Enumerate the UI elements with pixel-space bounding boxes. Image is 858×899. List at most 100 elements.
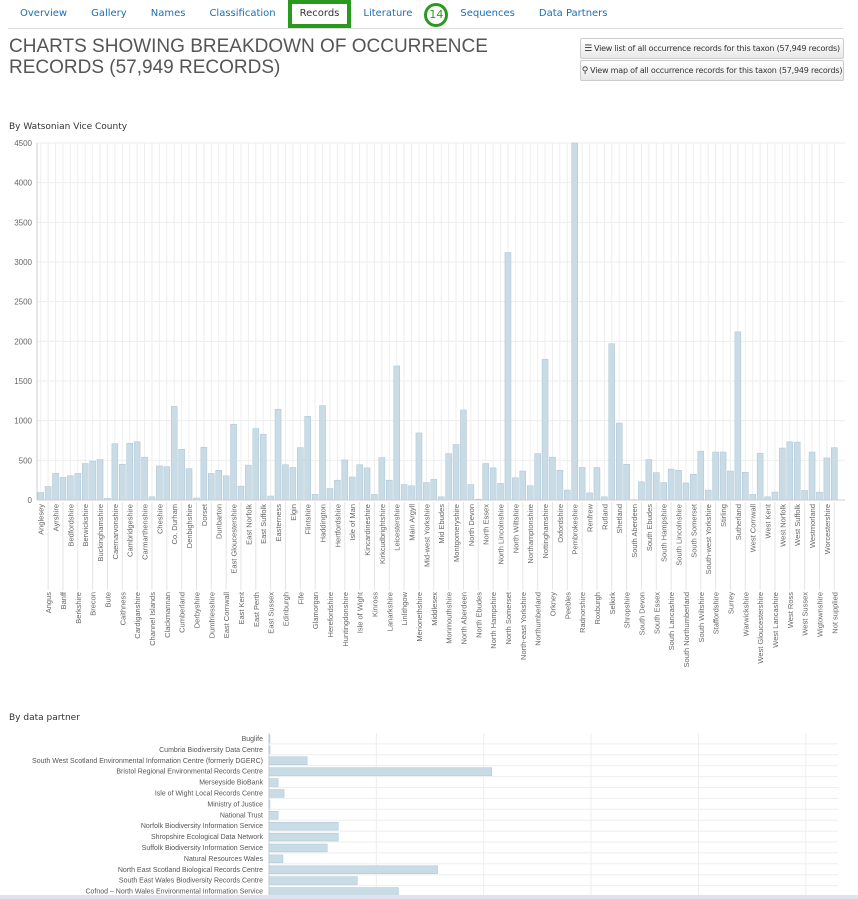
tab-data-partners[interactable]: Data Partners — [538, 8, 608, 19]
x-tick-label: North Hampshire — [489, 592, 498, 649]
y-tick-label: 0 — [28, 496, 33, 505]
x-tick-label: Glamorgan — [311, 592, 320, 629]
x-tick-label: North Wiltshire — [511, 504, 520, 553]
x-tick-label: Northamptonshire — [526, 504, 535, 564]
x-tick-label: West Ross — [786, 592, 795, 628]
category-label: Norfolk Biodiversity Information Service — [141, 823, 263, 830]
x-tick-label: Montgomeryshire — [452, 504, 461, 562]
vice-county-chart-title: By Watsonian Vice County — [9, 122, 128, 132]
x-tick-label: South Essex — [652, 592, 661, 634]
bar — [268, 756, 308, 765]
x-tick-label: North Somerset — [504, 591, 513, 644]
x-tick-label: Berkshire — [74, 592, 83, 624]
category-label: South East Wales Biodiversity Records Ce… — [119, 878, 263, 885]
x-tick-label: Wigtownshire — [815, 592, 824, 637]
x-tick-label: Shetland — [615, 504, 624, 534]
x-tick-label: Surrey — [726, 592, 735, 614]
category-label: Ministry of Justice — [207, 801, 263, 808]
x-tick-label: South Wiltshire — [697, 592, 706, 642]
list-icon: ☰ — [584, 43, 592, 54]
vice-county-chart: 0 500 1000 1500 2000 2500 3000 3500 4000 4500 Angl… — [14, 139, 845, 667]
x-tick-label: South Lancashire — [667, 592, 676, 650]
category-label: Bristol Regional Environmental Records C… — [116, 769, 263, 776]
x-tick-label: Main Argyll — [408, 504, 417, 541]
x-tick-label: Flintshire — [304, 504, 313, 534]
x-tick-label: Staffordshire — [712, 592, 721, 634]
y-tick-label: 3500 — [14, 218, 32, 227]
x-tick-label: East Gloucestershire — [230, 504, 239, 574]
category-label: Buglife — [242, 736, 264, 743]
x-tick-label: West Suffolk — [793, 504, 802, 546]
view-list-button[interactable]: ☰ View list of all occurrence records fo… — [580, 38, 844, 59]
x-tick-label: Isle of Man — [348, 504, 357, 541]
x-tick-label: Ayrshire — [52, 504, 61, 531]
x-tick-label: Monmouthshire — [445, 592, 454, 644]
bar — [268, 865, 438, 874]
x-tick-label: North Essex — [482, 504, 491, 545]
x-tick-label: Kinross — [370, 592, 379, 617]
x-tick-label: North Aberdeen — [459, 592, 468, 645]
x-tick-label: Dunbarton — [215, 504, 224, 539]
x-tick-label: South-west Yorkshire — [704, 504, 713, 574]
x-tick-label: Huntingdonshire — [341, 592, 350, 647]
x-tick-label: Cheshire — [155, 504, 164, 534]
x-tick-label: Caernarvonshire — [111, 504, 120, 559]
x-tick-label: Rutland — [600, 504, 609, 530]
x-tick-label: South Devon — [637, 592, 646, 635]
view-map-label: View map of all occurrence records for t… — [590, 66, 843, 75]
tab-sequences[interactable]: Sequences — [460, 8, 515, 19]
x-tick-label: Stirling — [719, 504, 728, 527]
x-tick-label: Cardiganshire — [133, 592, 142, 639]
view-map-button[interactable]: ⚲ View map of all occurrence records for… — [580, 60, 844, 81]
tab-names[interactable]: Names — [150, 8, 186, 19]
x-tick-label: South Somerset — [689, 503, 698, 558]
category-label: Natural Resources Wales — [184, 856, 264, 863]
x-tick-label: Edinburgh — [281, 592, 290, 626]
x-tick-label: Dumfriesshire — [207, 592, 216, 638]
x-tick-label: Brecon — [89, 592, 98, 616]
bar — [268, 745, 271, 755]
x-tick-label: East Perth — [252, 592, 261, 627]
annotation-badge: 14 — [424, 3, 449, 27]
x-tick-label: Kincardineshire — [363, 504, 372, 556]
category-label: Merseyside BioBank — [199, 780, 263, 787]
x-tick-label: Herefordshire — [326, 592, 335, 637]
x-tick-label: Haddington — [319, 504, 328, 542]
partner-chart-title: By data partner — [9, 713, 80, 723]
scrollbar-edge — [0, 895, 858, 899]
tab-literature[interactable]: Literature — [363, 8, 413, 19]
x-tick-label: Derbyshire — [192, 592, 201, 628]
x-tick-label: Cambridgeshire — [126, 504, 135, 557]
tab-records[interactable]: Records — [287, 0, 352, 28]
x-tick-label: Shropshire — [623, 592, 632, 628]
x-tick-label: Elgin — [289, 504, 298, 521]
tab-gallery[interactable]: Gallery — [91, 8, 127, 19]
x-tick-label: East Kent — [237, 591, 246, 624]
x-tick-label: Bedfordshire — [66, 504, 75, 547]
x-tick-label: North Devon — [467, 504, 476, 546]
x-tick-label: Radnorshire — [578, 592, 587, 633]
x-tick-label: Buckinghamshire — [96, 504, 105, 562]
tab-classification[interactable]: Classification — [209, 8, 276, 19]
x-tick-label: Renfrew — [586, 503, 595, 532]
x-tick-label: Anglesey — [37, 504, 46, 535]
x-tick-label: North Ebudes — [474, 592, 483, 638]
y-tick-label: 1000 — [14, 417, 32, 426]
x-tick-label: Banff — [59, 591, 68, 609]
category-label: Cumbria Biodiversity Data Centre — [159, 747, 263, 754]
x-tick-label: Isle of Wight — [356, 591, 365, 633]
x-tick-label: Oxfordshire — [556, 504, 565, 543]
x-tick-label: Fife — [296, 592, 305, 605]
category-label: South West Scotland Environmental Inform… — [32, 758, 263, 765]
x-tick-label: Caithness — [118, 592, 127, 626]
x-tick-label: South Aberdeen — [630, 504, 639, 558]
x-tick-label: Hertfordshire — [333, 504, 342, 547]
bar — [268, 832, 339, 842]
x-tick-label: East Norfolk — [244, 504, 253, 545]
tab-overview[interactable]: Overview — [20, 8, 68, 19]
x-tick-label: South Ebudes — [645, 504, 654, 551]
x-tick-label: East Suffolk — [259, 504, 268, 544]
category-label: National Trust — [220, 812, 263, 819]
x-tick-label: West Gloucestershire — [756, 592, 765, 664]
category-label: Shropshire Ecological Data Network — [151, 834, 264, 841]
